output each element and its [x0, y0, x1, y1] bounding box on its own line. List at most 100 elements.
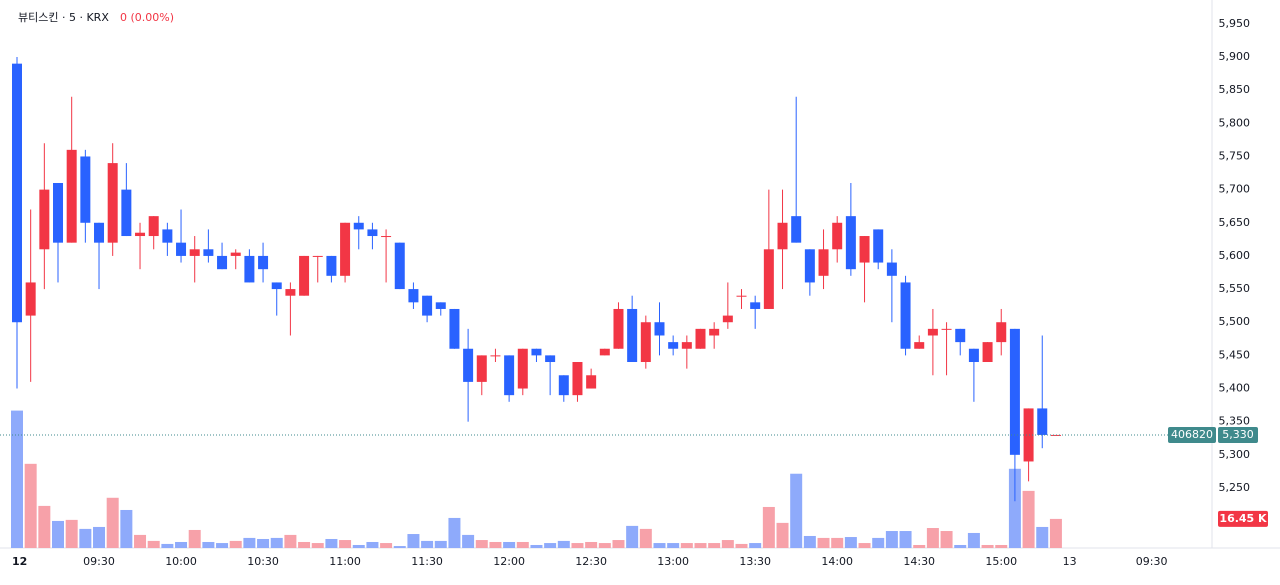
candle-body [340, 222, 351, 276]
volume-bar [188, 529, 201, 548]
y-tick-label: 5,900 [1219, 50, 1251, 63]
candle-body [94, 222, 105, 243]
x-tick-label: 10:30 [247, 555, 279, 568]
volume-bar [639, 528, 652, 548]
x-tick-label: 10:00 [165, 555, 197, 568]
volume-bar [667, 543, 680, 548]
volume-bar [147, 540, 160, 548]
volume-bar [612, 540, 625, 548]
volume-bar [161, 543, 174, 548]
y-tick-label: 5,250 [1219, 481, 1251, 494]
volume-bar [1036, 526, 1049, 548]
x-tick-label: 13:00 [657, 555, 689, 568]
volume-bar [995, 544, 1008, 548]
volume-bar [872, 537, 885, 548]
candle-body [80, 156, 91, 223]
volume-bar [803, 535, 816, 548]
change-label: 0 (0.00%) [120, 11, 174, 24]
volume-bar [366, 541, 379, 548]
candle-body [927, 328, 938, 336]
code-badge [1168, 426, 1216, 443]
candle-body [750, 302, 761, 309]
volume-bar [571, 543, 584, 548]
candle-body [39, 189, 50, 250]
candle-body [25, 282, 36, 316]
candle-body [832, 222, 843, 250]
volume-bar [407, 534, 420, 548]
x-tick-label: 11:30 [411, 555, 443, 568]
candle-body [53, 182, 64, 243]
y-tick-label: 5,800 [1219, 116, 1251, 129]
volume-bar [694, 543, 707, 548]
candle-body [709, 328, 720, 336]
y-tick-label: 5,850 [1219, 83, 1251, 96]
volume-badge [1218, 510, 1268, 527]
volume-bar [1049, 518, 1062, 548]
volume-label: 16.45 K [1219, 512, 1267, 525]
x-tick-label: 14:30 [903, 555, 935, 568]
y-tick-label: 5,450 [1219, 348, 1251, 361]
candle-body [135, 232, 146, 237]
volume-bar [981, 544, 994, 548]
candle-body [408, 289, 419, 303]
candle-body [941, 328, 952, 330]
candle-body [517, 348, 528, 389]
candle-body [914, 342, 925, 349]
volume-bar [134, 534, 147, 548]
x-tick-label: 13:30 [739, 555, 771, 568]
volume-bar [557, 540, 570, 548]
volume-bar [899, 531, 912, 548]
volume-bar [202, 541, 215, 548]
candle-body [599, 348, 610, 356]
x-tick-label: 13 [1063, 555, 1077, 568]
volume-bar [790, 473, 803, 548]
volume-bar [120, 509, 133, 548]
candle-body [1037, 408, 1048, 435]
volume-bar [653, 543, 666, 548]
volume-bar [708, 543, 721, 548]
candle-body [668, 342, 679, 349]
candle-body [244, 255, 255, 283]
candle-body [818, 249, 829, 276]
y-tick-label: 5,600 [1219, 249, 1251, 262]
volume-bar [175, 541, 188, 548]
candle-body [1009, 328, 1020, 455]
volume-bar [38, 505, 51, 548]
volume-bar [749, 543, 762, 548]
volume-bar [243, 537, 256, 548]
volume-bar [52, 520, 65, 548]
volume-bar [380, 543, 393, 548]
x-tick-label: 12:00 [493, 555, 525, 568]
volume-bar [216, 543, 229, 548]
candle-body [285, 289, 296, 296]
candle-body [449, 308, 460, 349]
candle-body [531, 348, 542, 356]
x-tick-label: 12:30 [575, 555, 607, 568]
volume-bar [762, 506, 775, 548]
volume-bar [311, 543, 324, 548]
price-badge [1218, 426, 1258, 443]
volume-bar [475, 540, 488, 548]
x-tick-label: 14:00 [821, 555, 853, 568]
volume-bar [106, 497, 119, 548]
x-tick-label: 15:00 [985, 555, 1017, 568]
volume-bar [1008, 468, 1021, 548]
volume-bar [544, 543, 557, 548]
volume-bar [257, 538, 270, 548]
candle-body [367, 229, 378, 237]
volume-bar [448, 517, 461, 548]
volume-bar [680, 543, 693, 548]
candle-body [982, 342, 993, 363]
y-tick-label: 5,500 [1219, 315, 1251, 328]
candle-body [326, 255, 337, 276]
volume-bar [93, 526, 106, 548]
volume-bar [940, 531, 953, 548]
candle-body [504, 355, 515, 396]
y-tick-label: 5,350 [1219, 415, 1251, 428]
candle-body [107, 163, 118, 243]
candle-body [490, 355, 501, 357]
volume-bar [831, 537, 844, 548]
volume-bar [270, 537, 283, 548]
